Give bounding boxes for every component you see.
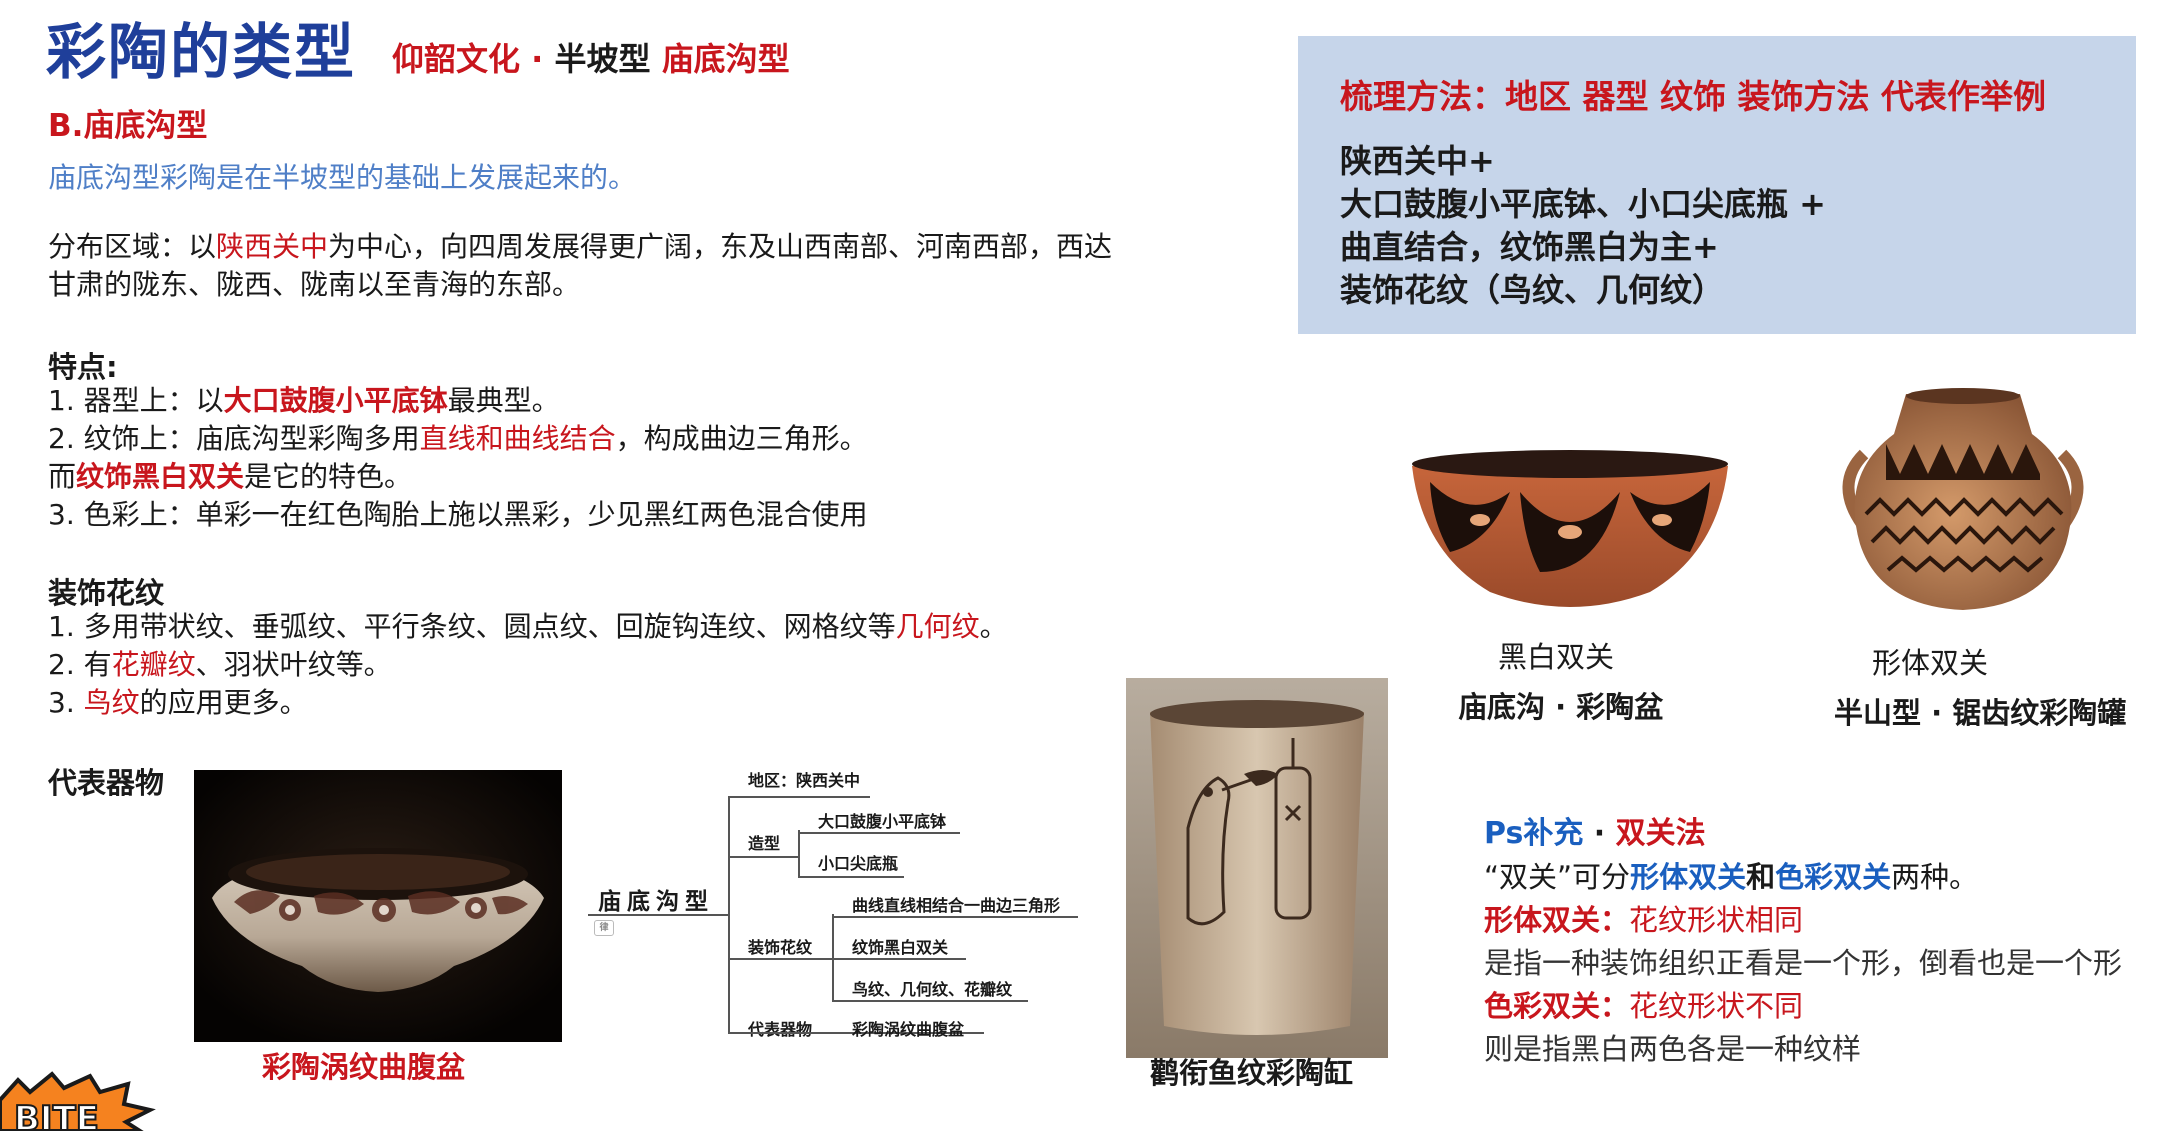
ps-line-5: 则是指黑白两色各是一种纹样 xyxy=(1484,1032,1862,1066)
page-subtitle: 仰韶文化 · 半坡型 庙底沟型 xyxy=(392,34,790,80)
ps-line-2: 形体双关：花纹形状相同 xyxy=(1484,903,1804,937)
features-title: 特点: xyxy=(48,350,118,384)
caption-bowl-type: 黑白双关 xyxy=(1498,640,1615,674)
page-title: 彩陶的类型 xyxy=(46,18,356,88)
distribution-text: 分布区域：以陕西关中为中心，向四周发展得更广阔，东及山西南部、河南西部，西达 甘… xyxy=(48,228,1248,304)
mindmap-shape-item-1-line xyxy=(798,832,960,834)
decor-item-1: 1. 多用带状纹、垂弧纹、平行条纹、圆点纹、回旋钩连纹、网格纹等几何纹。 xyxy=(48,610,1008,643)
caption-stork-fish-jar: 鹳衔鱼纹彩陶缸 xyxy=(1150,1056,1354,1090)
mindmap-shape-line xyxy=(728,856,798,858)
decor-title: 装饰花纹 xyxy=(48,576,165,610)
sticker-text: BITE xyxy=(14,1099,99,1131)
mindmap-spine xyxy=(728,796,730,1032)
intro-text: 庙底沟型彩陶是在半坡型的基础上发展起来的。 xyxy=(48,161,637,194)
feature-item-2b: 而纹饰黑白双关是它的特色。 xyxy=(48,460,413,493)
ps-line-4: 色彩双关：花纹形状不同 xyxy=(1484,989,1804,1023)
subtitle-miaodigou: 庙底沟型 xyxy=(661,40,790,78)
mindmap-shape-item-1: 大口鼓腹小平底钵 xyxy=(818,812,947,831)
decor-item-3: 3. 鸟纹的应用更多。 xyxy=(48,686,308,719)
feature-item-3: 3. 色彩上：单彩一在红色陶胎上施以黑彩，少见黑红两色混合使用 xyxy=(48,498,868,531)
mindmap-decor-label: 装饰花纹 xyxy=(748,938,813,957)
mindmap-shape-label: 造型 xyxy=(748,834,781,853)
mindmap-shape-spine xyxy=(798,830,800,878)
ps-body: “双关”可分形体双关和色彩双关两种。 形体双关：花纹形状相同 是指一种装饰组织正… xyxy=(1484,856,2122,1071)
features-list: 1. 器型上：以大口鼓腹小平底钵最典型。 2. 纹饰上：庙底沟型彩陶多用直线和曲… xyxy=(48,382,868,534)
subtitle-culture: 仰韶文化 · xyxy=(392,40,555,78)
mindmap-rep-item: 彩陶涡纹曲腹盆 xyxy=(852,1020,965,1039)
mindmap-decor-item-3: 鸟纹、几何纹、花瓣纹 xyxy=(852,980,1013,999)
summary-lines: 陕西关中+ 大口鼓腹小平底钵、小口尖底瓶 + 曲直结合，纹饰黑白为主+ 装饰花纹… xyxy=(1340,140,1826,312)
distribution-line-1: 分布区域：以陕西关中为中心，向四周发展得更广阔，东及山西南部、河南西部，西达 xyxy=(48,230,1113,263)
decor-item-2: 2. 有花瓣纹、羽状叶纹等。 xyxy=(48,648,392,681)
ps-line-1: “双关”可分形体双关和色彩双关两种。 xyxy=(1484,860,1979,894)
caption-swirl-basin: 彩陶涡纹曲腹盆 xyxy=(262,1050,466,1084)
section-heading: B.庙底沟型 xyxy=(48,108,208,144)
mindmap-shape-item-2-line xyxy=(798,876,904,878)
summary-line-1: 陕西关中+ xyxy=(1340,142,1495,180)
mindmap-decor-item-2-line xyxy=(832,958,966,960)
stork-fish-jar-image xyxy=(1126,678,1388,1058)
representative-title: 代表器物 xyxy=(48,766,165,800)
comic-sticker: BITE xyxy=(0,1070,160,1135)
mindmap-shape-item-2: 小口尖底瓶 xyxy=(818,854,899,873)
distribution-line-2: 甘肃的陇东、陇西、陇南以至青海的东部。 xyxy=(48,268,581,301)
summary-line-3: 曲直结合，纹饰黑白为主+ xyxy=(1340,228,1719,266)
mindmap-decor-item-1: 曲线直线相结合一曲边三角形 xyxy=(852,896,1061,915)
mindmap-root-tag: 律 xyxy=(594,920,614,936)
summary-box xyxy=(1298,36,2136,334)
mindmap-decor-item-2: 纹饰黑白双关 xyxy=(852,938,949,957)
swirl-basin-image xyxy=(194,770,562,1042)
mindmap-region-line xyxy=(728,796,870,798)
mindmap-decor-item-3-line xyxy=(832,1000,1028,1002)
caption-pot-name: 半山型 · 锯齿纹彩陶罐 xyxy=(1834,696,2127,730)
sawtooth-jar-image xyxy=(1836,384,2090,616)
decor-list: 1. 多用带状纹、垂弧纹、平行条纹、圆点纹、回旋钩连纹、网格纹等几何纹。 2. … xyxy=(48,608,1008,722)
summary-line-4: 装饰花纹（鸟纹、几何纹） xyxy=(1340,271,1725,309)
mindmap-root-line xyxy=(588,914,728,916)
subtitle-banpo: 半坡型 xyxy=(554,40,662,78)
painted-bowl-image xyxy=(1400,432,1740,622)
mindmap-rep-line xyxy=(728,1032,984,1034)
ps-line-3: 是指一种装饰组织正看是一个形，倒看也是一个形 xyxy=(1484,946,2123,980)
mindmap-rep-label: 代表器物 xyxy=(748,1020,813,1039)
summary-line-2: 大口鼓腹小平底钵、小口尖底瓶 + xyxy=(1340,185,1826,223)
feature-item-2: 2. 纹饰上：庙底沟型彩陶多用直线和曲线结合，构成曲边三角形。 xyxy=(48,422,868,455)
mindmap-decor-item-1-line xyxy=(832,916,1078,918)
feature-item-1: 1. 器型上：以大口鼓腹小平底钵最典型。 xyxy=(48,384,560,417)
mindmap-decor-line xyxy=(728,958,832,960)
mindmap-region: 地区：陕西关中 xyxy=(748,771,861,790)
ps-title: Ps补充 · 双关法 xyxy=(1484,816,1706,851)
caption-pot-type: 形体双关 xyxy=(1872,646,1989,680)
summary-title: 梳理方法：地区 器型 纹饰 装饰方法 代表作举例 xyxy=(1340,77,2046,116)
mindmap-root: 庙底沟型 xyxy=(598,889,714,915)
caption-bowl-name: 庙底沟 · 彩陶盆 xyxy=(1458,690,1664,724)
